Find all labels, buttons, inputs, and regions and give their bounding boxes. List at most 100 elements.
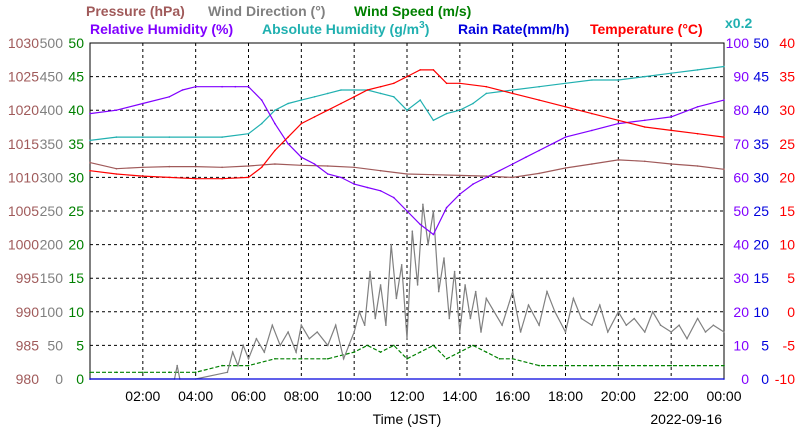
data-point [406, 358, 408, 360]
data-point [313, 163, 316, 165]
data-point [519, 331, 522, 333]
data-point [353, 166, 356, 169]
data-point [142, 102, 144, 105]
data-point [395, 297, 398, 300]
data-point [511, 163, 514, 165]
data-point [406, 109, 408, 111]
data-point [313, 96, 316, 98]
data-point [591, 324, 593, 327]
wind-speed-tick: 15 [68, 270, 84, 286]
data-point [712, 324, 715, 327]
humidity-tick: 90 [733, 69, 749, 85]
data-point [393, 196, 395, 199]
x-tick-label: 04:00 [178, 388, 213, 404]
data-point [472, 183, 474, 185]
data-point [89, 112, 91, 115]
data-point [723, 364, 725, 367]
data-point [374, 317, 377, 320]
data-point [472, 102, 474, 105]
data-point [617, 159, 620, 161]
data-point [485, 351, 488, 353]
data-point [340, 89, 342, 91]
data-point [453, 270, 456, 273]
data-point [723, 168, 725, 171]
wind-direction-tick: 0 [55, 371, 63, 387]
data-point [591, 112, 593, 115]
data-point [723, 65, 725, 68]
pressure-tick: 1010 [8, 169, 39, 185]
data-point [379, 351, 382, 353]
data-point [464, 284, 466, 286]
data-point [142, 175, 144, 177]
data-point [448, 317, 451, 320]
data-point [591, 364, 593, 367]
wind-direction-tick: 500 [40, 35, 64, 51]
rain-rate-tick: 30 [753, 169, 769, 185]
data-point [247, 358, 250, 360]
data-point [406, 210, 408, 212]
data-point [393, 82, 395, 85]
data-point [625, 324, 628, 327]
pressure-tick: 1005 [8, 203, 39, 219]
legend-wind-speed: Wind Speed (m/s) [354, 3, 471, 19]
legend-scale-note: x0.2 [725, 15, 752, 31]
data-point [247, 85, 250, 88]
data-point [427, 243, 429, 246]
data-point [363, 324, 366, 327]
wind-speed-tick: 45 [68, 69, 84, 85]
data-point [670, 364, 672, 367]
humidity-tick: 50 [733, 203, 749, 219]
wind-direction-tick: 150 [40, 270, 64, 286]
data-point [260, 122, 263, 125]
data-point [300, 156, 303, 158]
data-point [194, 85, 197, 88]
data-point [115, 371, 118, 374]
temperature-tick: 35 [779, 69, 795, 85]
data-point [678, 324, 680, 327]
data-point [237, 364, 239, 367]
data-point [501, 324, 503, 327]
data-point [538, 172, 540, 175]
data-point [194, 136, 197, 138]
data-point [651, 311, 654, 313]
data-point [419, 69, 422, 71]
pressure-tick: 1030 [8, 35, 39, 51]
data-point [242, 344, 244, 347]
wind-speed-tick: 50 [68, 35, 84, 51]
humidity-tick: 20 [733, 304, 749, 320]
data-point [327, 344, 329, 347]
data-point [247, 176, 250, 179]
wind-speed-tick: 5 [76, 337, 84, 353]
data-point [342, 358, 345, 360]
temperature-tick: 10 [779, 237, 795, 253]
legend-absolute-humidity-close: ) [425, 21, 430, 37]
data-point [369, 270, 371, 273]
pressure-tick: 985 [16, 337, 40, 353]
humidity-tick: 70 [733, 136, 749, 152]
pressure-tick: 1020 [8, 102, 39, 118]
data-point [260, 99, 263, 101]
data-point [472, 344, 474, 347]
temperature-tick: 0 [787, 304, 795, 320]
data-point [247, 364, 250, 367]
x-tick-label: 18:00 [548, 388, 583, 404]
rain-rate-tick: 5 [761, 337, 769, 353]
temperature-tick: 5 [787, 270, 795, 286]
data-point [231, 351, 234, 353]
data-point [546, 290, 548, 293]
data-point [419, 351, 422, 353]
data-point [432, 233, 435, 236]
data-point [493, 311, 496, 313]
data-point [617, 364, 620, 367]
temperature-tick: 25 [779, 136, 795, 152]
data-point [723, 136, 725, 138]
series-humidity [89, 65, 725, 141]
data-point [274, 109, 276, 111]
data-point [353, 351, 356, 353]
data-point [274, 163, 276, 165]
rain-rate-tick: 15 [753, 270, 769, 286]
data-point [564, 106, 567, 108]
wind-speed-tick: 10 [68, 304, 84, 320]
data-point [564, 136, 567, 138]
